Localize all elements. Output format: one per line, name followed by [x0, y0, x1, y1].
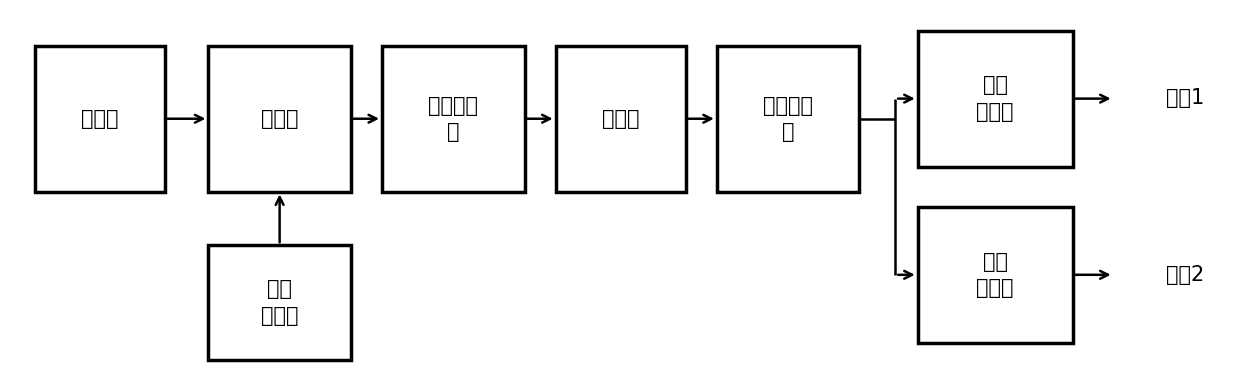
Text: 低频放大
器: 低频放大 器: [428, 95, 479, 142]
Text: 输出2: 输出2: [1166, 265, 1204, 285]
Text: 输出1: 输出1: [1166, 88, 1204, 108]
Bar: [382, 46, 525, 192]
Bar: [556, 46, 686, 192]
Text: 模数转换
器: 模数转换 器: [763, 95, 813, 142]
Text: 高斯
滤波器: 高斯 滤波器: [976, 252, 1014, 298]
Bar: [918, 31, 1073, 167]
Bar: [35, 46, 165, 192]
Text: 本地
振荡器: 本地 振荡器: [260, 279, 299, 326]
Bar: [208, 245, 351, 360]
Text: 鉴频器: 鉴频器: [601, 109, 640, 129]
Text: 混频器: 混频器: [260, 109, 299, 129]
Bar: [918, 207, 1073, 343]
Text: 放大器: 放大器: [81, 109, 119, 129]
Bar: [717, 46, 859, 192]
Bar: [208, 46, 351, 192]
Text: 方波
滤波器: 方波 滤波器: [976, 75, 1014, 122]
